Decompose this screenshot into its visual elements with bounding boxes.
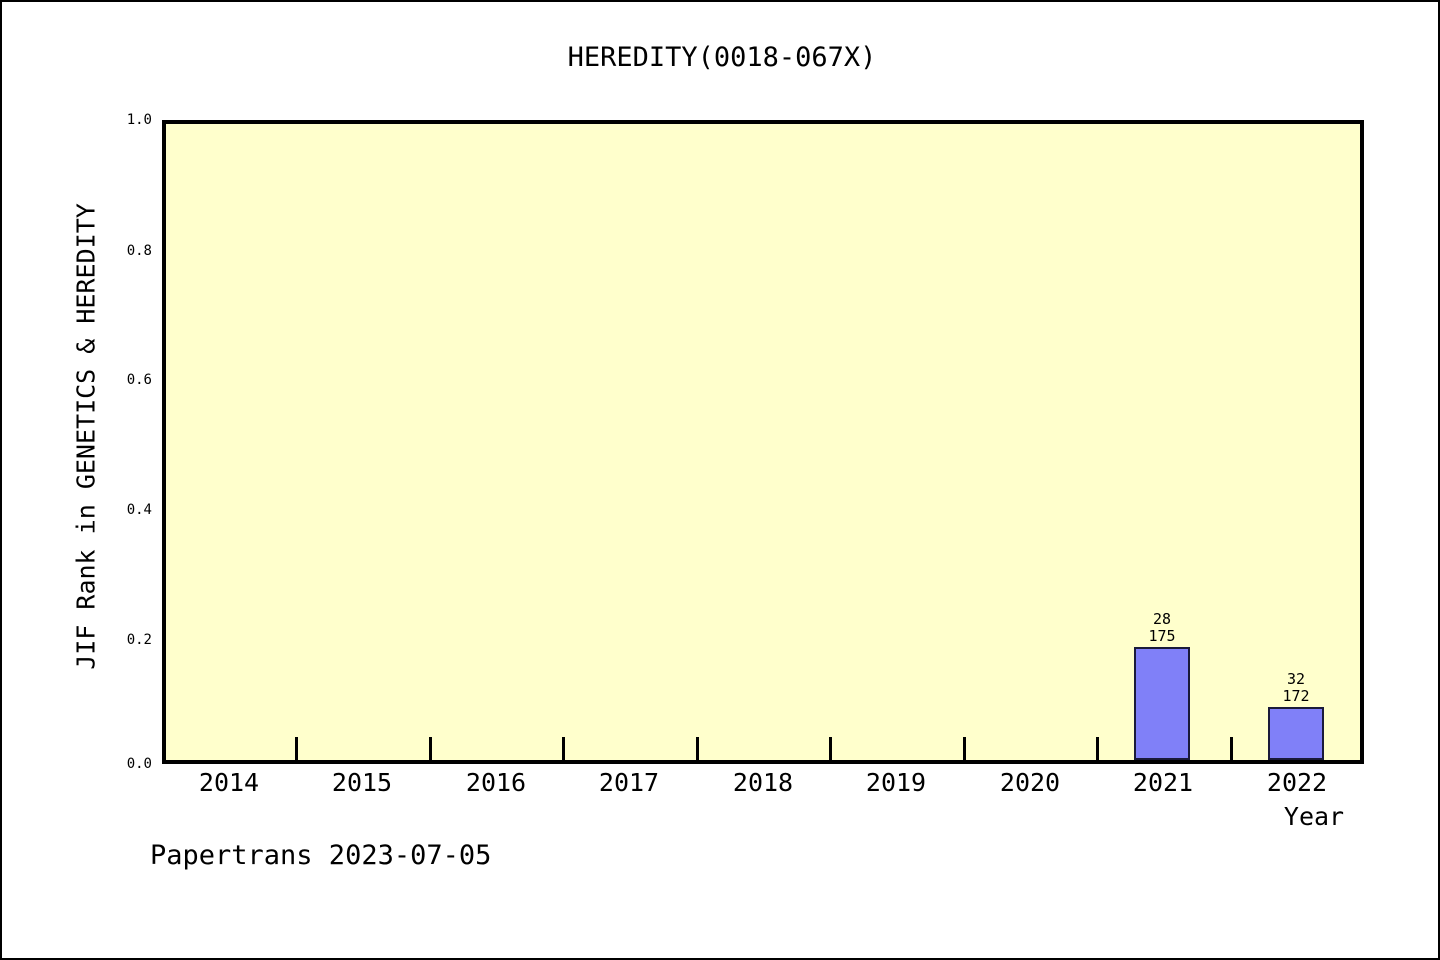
x-tick-label-2021: 2021: [1132, 768, 1194, 797]
x-tick-label-2017: 2017: [598, 768, 660, 797]
y-tick-label-0_6: 0.6: [126, 372, 152, 388]
x-tick-label-2020: 2020: [999, 768, 1061, 797]
y-axis-label: JIF Rank in GENETICS & HEREDITY: [71, 203, 101, 670]
x-tick-label-2018: 2018: [732, 768, 794, 797]
footer-note: Papertrans 2023-07-05: [150, 840, 492, 871]
x-tick-mark-6: [1096, 737, 1099, 761]
x-tick-label-2016: 2016: [465, 768, 527, 797]
chart-title: HEREDITY(0018-067X): [567, 42, 877, 73]
x-tick-label-2014: 2014: [198, 768, 260, 797]
bar-label-2022-denominator: 172: [1282, 687, 1310, 705]
plot-area: [162, 120, 1364, 764]
x-tick-mark-7: [1230, 737, 1233, 761]
y-tick-label-0_4: 0.4: [126, 502, 152, 518]
x-tick-label-2019: 2019: [865, 768, 927, 797]
bar-label-2022-numerator: 32: [1286, 670, 1306, 688]
y-tick-label-0_0: 0.0: [126, 756, 152, 772]
x-tick-label-2015: 2015: [331, 768, 393, 797]
y-tick-label-0_8: 0.8: [126, 243, 152, 259]
bar-label-2021-denominator: 175: [1148, 627, 1176, 645]
bar-2021[interactable]: [1134, 647, 1190, 760]
y-tick-label-0_2: 0.2: [126, 632, 152, 648]
x-tick-mark-4: [829, 737, 832, 761]
x-tick-mark-5: [963, 737, 966, 761]
x-tick-mark-0: [295, 737, 298, 761]
x-tick-label-2022: 2022: [1266, 768, 1328, 797]
x-axis-label: Year: [1283, 802, 1345, 831]
bar-label-2021-numerator: 28: [1152, 610, 1172, 628]
x-tick-mark-2: [562, 737, 565, 761]
y-tick-label-1_0: 1.0: [126, 112, 152, 128]
plot-inner: [166, 124, 1360, 760]
bar-2022[interactable]: [1268, 707, 1324, 760]
x-tick-mark-1: [429, 737, 432, 761]
x-tick-mark-3: [696, 737, 699, 761]
